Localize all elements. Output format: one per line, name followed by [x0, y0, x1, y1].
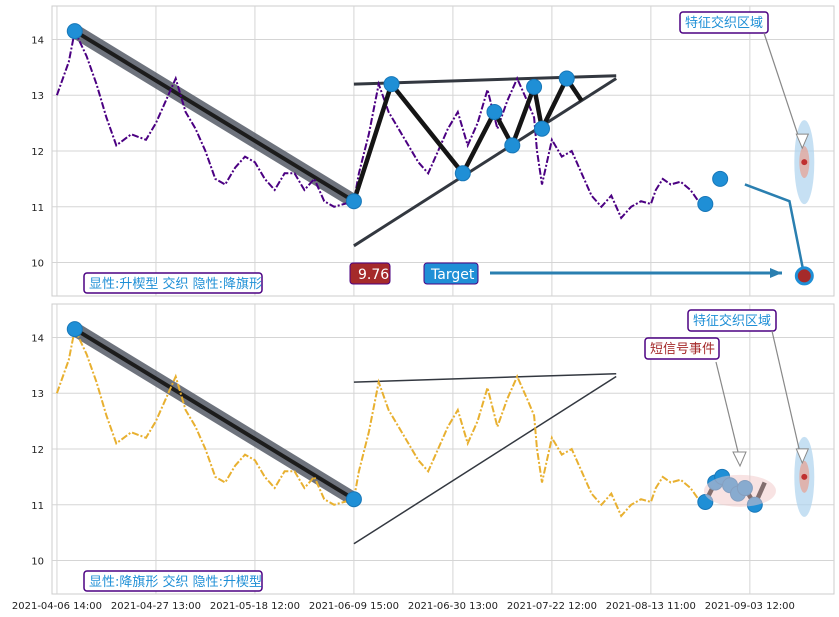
pattern-label: 显性:升楔型 交织 隐性:降旗形 [89, 276, 262, 292]
pivot-marker [697, 195, 714, 212]
target-value: 9.76 [358, 267, 389, 283]
pivot-marker [712, 170, 729, 187]
y-tick-label: 14 [31, 35, 44, 46]
feature-zone-arrowhead [795, 133, 810, 150]
x-tick-label: 2021-04-06 14:00 [12, 601, 102, 612]
top-panel: 10 11 12 13 14 显性:升楔型 交织 隐性:降旗形 特征交织区域 9.76 Targ… [31, 5, 835, 297]
y-tick-label: 10 [31, 557, 44, 568]
y-tick-label: 14 [31, 333, 44, 344]
feature-point [801, 473, 808, 480]
pattern-label-box [83, 272, 263, 294]
wedge-upper-line [353, 372, 617, 383]
target-marker [794, 266, 814, 286]
y-tick-label: 13 [31, 91, 44, 102]
pivot-marker [345, 491, 362, 508]
pivot-marker [504, 137, 521, 154]
signal-arrowhead [732, 451, 747, 468]
y-tick-label: 12 [31, 445, 44, 456]
trend-line [73, 29, 355, 203]
y-tick-label: 11 [31, 501, 44, 512]
feature-zone-label: 特征交织区域 [685, 15, 763, 31]
x-tick-label: 2021-09-03 12:00 [705, 601, 795, 612]
y-tick-label: 10 [31, 259, 44, 270]
target-label: Target [430, 267, 475, 283]
pattern-label: 显性:降旗形 交织 隐性:升楔型 [89, 574, 262, 590]
pivot-marker [345, 193, 362, 210]
y-tick-label: 13 [31, 389, 44, 400]
signal-arrow [715, 361, 741, 461]
x-tick-label: 2021-06-30 13:00 [408, 601, 498, 612]
feature-zone-label-box [679, 11, 769, 34]
wedge-lower-line [353, 375, 617, 545]
pivot-marker [486, 103, 503, 120]
signal-label: 短信号事件 [650, 342, 715, 357]
trend-line [73, 327, 355, 501]
pivot-marker [558, 70, 575, 87]
pivot-marker [533, 120, 550, 137]
projection-line [744, 183, 806, 277]
feature-zone-arrow [771, 330, 803, 464]
x-tick-label: 2021-08-13 11:00 [606, 601, 696, 612]
pattern-label-box [83, 570, 263, 592]
target-arrowhead [770, 268, 782, 278]
pivot-marker [66, 23, 83, 40]
signal-label-box [644, 337, 720, 360]
pivot-marker [454, 165, 471, 182]
y-tick-label: 12 [31, 147, 44, 158]
x-tick-label: 2021-04-27 13:00 [111, 601, 201, 612]
x-tick-label: 2021-05-18 12:00 [210, 601, 300, 612]
wedge-lower-line [353, 77, 618, 248]
price-series-line [55, 325, 700, 518]
target-value-box [349, 262, 391, 285]
x-tick-label: 2021-07-22 12:00 [507, 601, 597, 612]
signal-zone [703, 474, 776, 507]
price-series-line [55, 27, 700, 220]
y-tick-label: 11 [31, 203, 44, 214]
target-box [423, 262, 479, 285]
x-axis: 2021-04-06 14:00 2021-04-27 13:00 2021-05-… [12, 601, 795, 612]
feature-zone-arrow [763, 32, 803, 149]
feature-zone-label: 特征交织区域 [693, 313, 771, 329]
x-tick-label: 2021-06-09 15:00 [309, 601, 399, 612]
pivot-marker [526, 78, 543, 95]
feature-zone-arrowhead [795, 448, 810, 465]
pivot-marker [383, 76, 400, 93]
feature-point [801, 159, 808, 166]
pivot-marker [66, 321, 83, 338]
feature-zone-label-box [687, 309, 777, 332]
